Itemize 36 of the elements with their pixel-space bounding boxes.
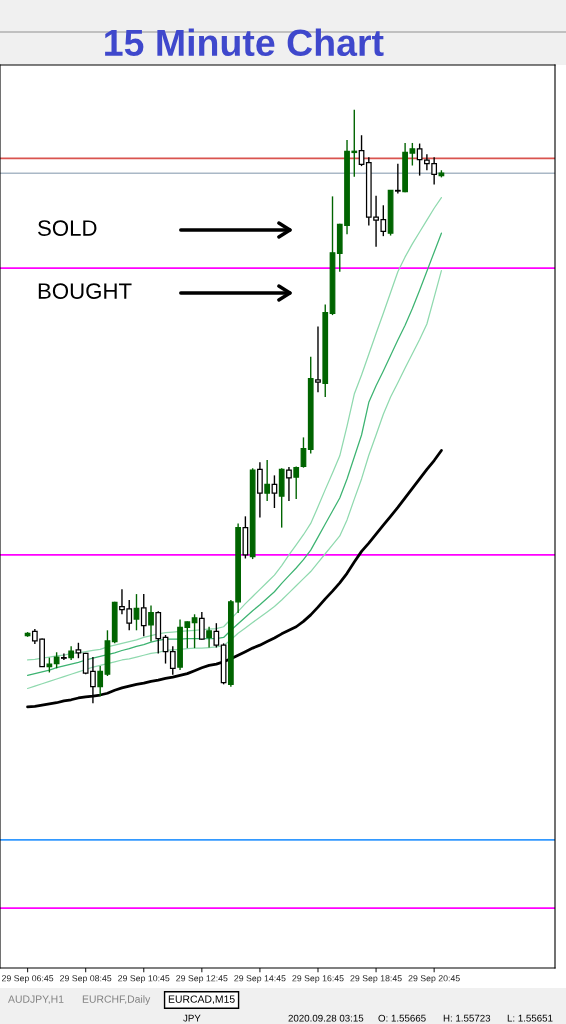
candlestick bbox=[206, 626, 212, 649]
text: JPY bbox=[183, 1014, 201, 1022]
text: H: 1.55723 bbox=[443, 1014, 491, 1022]
x-tick-label: 29 Sep 06:45 bbox=[2, 975, 54, 984]
text: EURCHF,Daily bbox=[82, 995, 151, 1005]
chart-title: 15 Minute Chart bbox=[105, 28, 384, 57]
candlestick bbox=[97, 665, 104, 697]
candlestick bbox=[133, 593, 140, 632]
candlestick bbox=[257, 461, 263, 519]
x-tick-label: 29 Sep 16:45 bbox=[292, 975, 344, 984]
candlestick bbox=[198, 611, 205, 641]
x-tick-label: 29 Sep 10:45 bbox=[118, 975, 170, 984]
candlestick bbox=[140, 593, 147, 637]
text: O: 1.55665 bbox=[378, 1014, 426, 1022]
x-tick-label: 29 Sep 08:45 bbox=[60, 975, 112, 984]
candlestick bbox=[61, 652, 67, 661]
candlestick bbox=[286, 466, 292, 502]
annotation: SOLD bbox=[38, 220, 97, 236]
candlestick bbox=[169, 645, 176, 676]
x-tick-label: 29 Sep 20:45 bbox=[408, 975, 460, 984]
x-tick-label: 29 Sep 14:45 bbox=[234, 975, 286, 984]
candlestick bbox=[293, 465, 300, 500]
candlestick bbox=[191, 613, 198, 649]
text: AUDJPY,H1 bbox=[8, 995, 64, 1005]
x-tick-label: 29 Sep 12:45 bbox=[176, 975, 228, 984]
candlestick bbox=[213, 622, 220, 649]
text: 2020.09.28 03:15 bbox=[288, 1014, 364, 1022]
x-tick-label: 29 Sep 18:45 bbox=[350, 975, 402, 984]
candlestick bbox=[148, 604, 154, 643]
text: L: 1.55651 bbox=[507, 1014, 553, 1022]
annotation: BOUGHT bbox=[38, 283, 132, 299]
candlestick bbox=[416, 142, 423, 177]
candlestick bbox=[264, 459, 271, 502]
candlestick bbox=[315, 325, 321, 393]
text: EURCAD,M15 bbox=[168, 995, 235, 1005]
candlestick bbox=[394, 163, 401, 195]
